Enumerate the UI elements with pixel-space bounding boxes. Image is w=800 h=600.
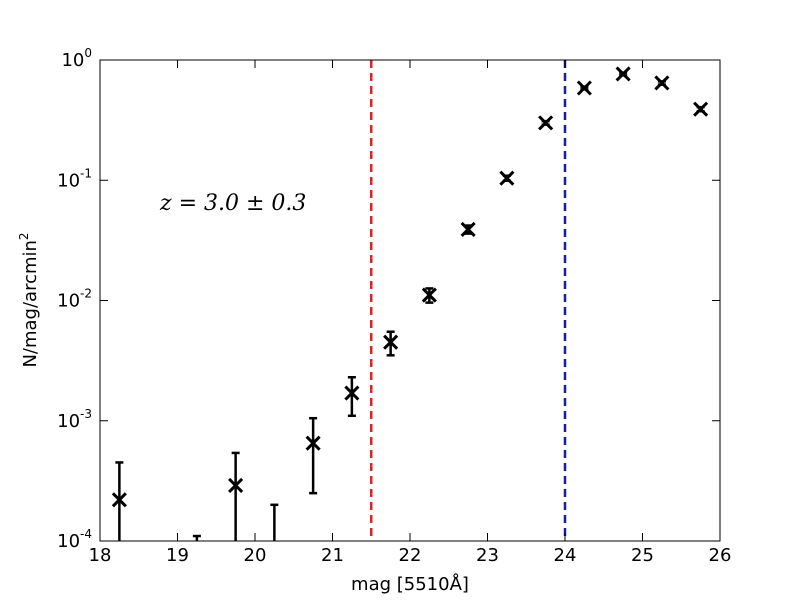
x-tick-label: 22 [399, 545, 422, 566]
x-axis-label: mag [5510Å] [351, 573, 469, 595]
y-tick-exp: -2 [80, 287, 92, 301]
marker [615, 66, 631, 82]
marker [693, 101, 709, 117]
y-axis-label-text: N/mag/arcmin [20, 240, 41, 367]
y-tick-label: 10-2 [57, 287, 92, 312]
y-tick-label: 10-4 [57, 527, 92, 552]
y-tick-label: 100 [61, 46, 92, 71]
marker [344, 385, 360, 401]
y-tick-base: 10 [61, 50, 84, 71]
marker [305, 435, 321, 451]
marker [499, 170, 515, 186]
annotation: z = 3.0 ± 0.3 [159, 191, 306, 216]
x-tick-label: 23 [476, 545, 499, 566]
marker [111, 492, 127, 508]
y-tick-exp: -4 [80, 527, 92, 541]
x-tick-label: 25 [631, 545, 654, 566]
marker [383, 334, 399, 350]
x-tick-label: 18 [89, 545, 112, 566]
y-tick-exp: -3 [80, 407, 92, 421]
plot-area [111, 60, 709, 541]
y-tick-exp: -1 [80, 166, 92, 180]
x-tick-label: 19 [166, 545, 189, 566]
x-tick-label: 21 [321, 545, 344, 566]
marker [460, 221, 476, 237]
y-tick-base: 10 [57, 170, 80, 191]
marker [576, 80, 592, 96]
y-tick-exp: 0 [84, 46, 92, 60]
marker [421, 287, 437, 303]
y-tick-label: 10-3 [57, 407, 92, 432]
y-tick-base: 10 [57, 291, 80, 312]
marker [228, 477, 244, 493]
marker [654, 75, 670, 91]
x-tick-label: 20 [244, 545, 267, 566]
marker [538, 115, 554, 131]
x-tick-label: 26 [709, 545, 732, 566]
y-tick-base: 10 [57, 531, 80, 552]
y-axis-label: N/mag/arcmin2 [17, 232, 41, 367]
y-tick-label: 10-1 [57, 166, 92, 191]
y-tick-base: 10 [57, 411, 80, 432]
y-axis-label-sup: 2 [17, 232, 31, 240]
x-tick-label: 24 [554, 545, 577, 566]
